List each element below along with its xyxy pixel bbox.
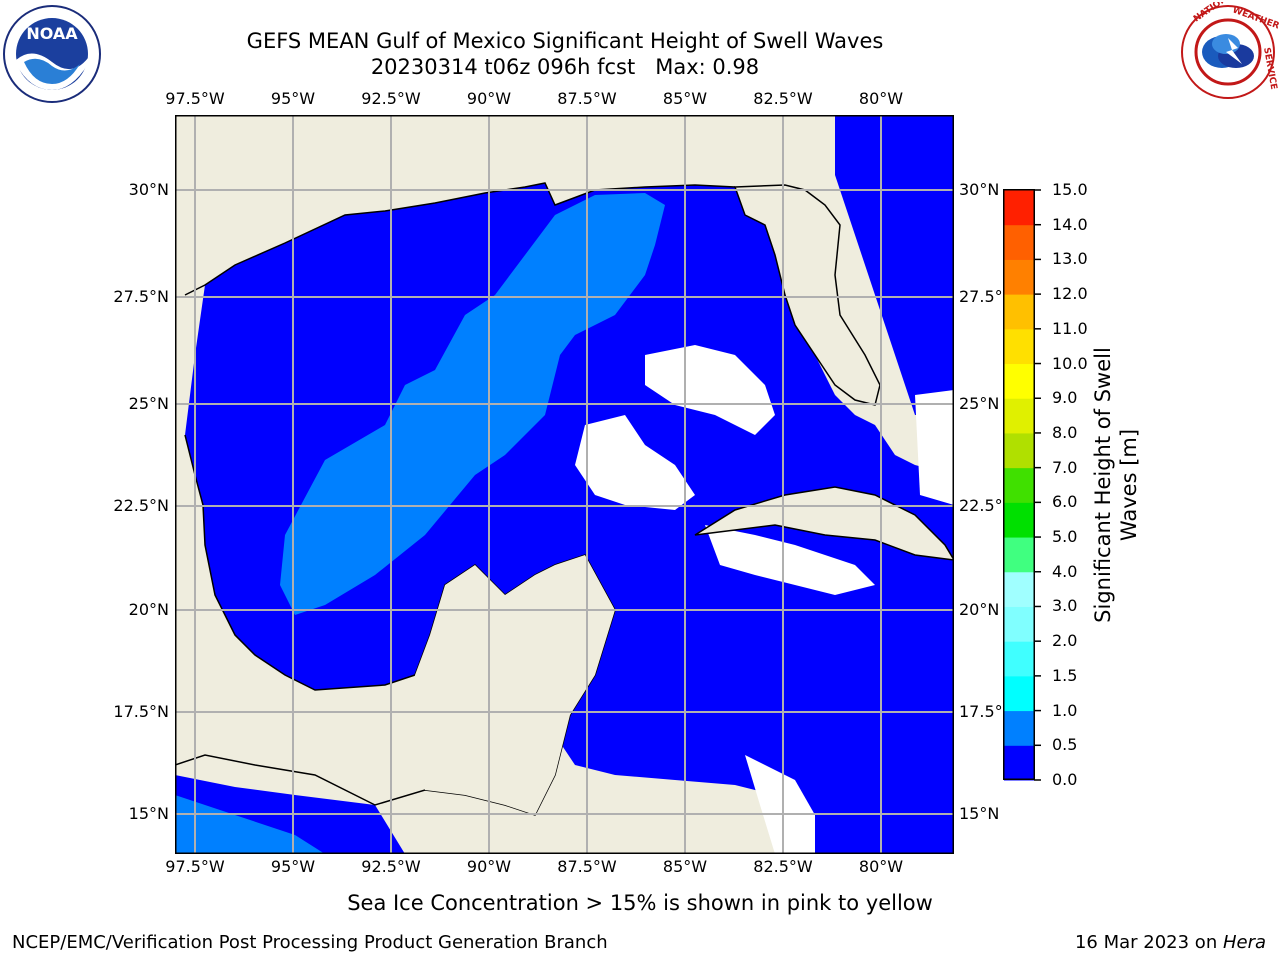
lat-label-left: 27.5°N <box>113 287 169 306</box>
lon-label-top: 85°W <box>662 89 708 108</box>
noaa-logo-text: NOAA <box>26 24 78 43</box>
lon-label-top: 82.5°W <box>753 89 813 108</box>
colorbar-tick-label: 9.0 <box>1052 388 1078 408</box>
colorbar-tick-label: 14.0 <box>1052 214 1088 234</box>
colorbar-tick-label: 5.0 <box>1052 527 1078 547</box>
colorbar-band <box>1004 467 1034 503</box>
white-patch-5 <box>915 390 954 505</box>
lat-label-left: 30°N <box>128 180 169 199</box>
colorbar-band <box>1004 745 1034 781</box>
white-patch-1 <box>575 415 695 510</box>
lon-label-top: 97.5°W <box>165 89 225 108</box>
colorbar-band <box>1004 259 1034 295</box>
lat-label-right: 22.5°N <box>959 496 1015 515</box>
colorbar-band <box>1004 363 1034 399</box>
lon-label-bottom: 80°W <box>858 857 904 876</box>
lon-label-bottom: 85°W <box>662 857 708 876</box>
colorbar-band <box>1004 294 1034 330</box>
colorbar-band <box>1004 398 1034 434</box>
colorbar-tick-label: 12.0 <box>1052 284 1088 304</box>
colorbar-tick-label: 13.0 <box>1052 249 1088 269</box>
footer-date: 16 Mar 2023 on Hera <box>1075 932 1266 953</box>
lat-label-left: 20°N <box>128 600 169 619</box>
colorbar-band <box>1004 606 1034 642</box>
colorbar-tick-label: 7.0 <box>1052 457 1078 477</box>
colorbar-tick-label: 0.5 <box>1052 735 1078 755</box>
lon-label-top: 95°W <box>270 89 316 108</box>
colorbar-tick-label: 3.0 <box>1052 596 1078 616</box>
colorbar-tick-label: 15.0 <box>1052 180 1088 199</box>
colorbar-band <box>1004 190 1034 226</box>
footer-credit: NCEP/EMC/Verification Post Processing Pr… <box>12 932 608 953</box>
colorbar-band <box>1004 675 1034 712</box>
ocean-pacific-mid <box>175 795 325 854</box>
nws-logo: NATIONAL WEATHER SERVICE <box>1181 2 1280 99</box>
lon-label-bottom: 82.5°W <box>753 857 813 876</box>
yucatan-land <box>405 555 615 815</box>
lat-label-left: 15°N <box>128 804 169 823</box>
colorbar-tick-label: 8.0 <box>1052 422 1078 442</box>
colorbar-band <box>1004 537 1034 573</box>
gulf-of-mexico-map <box>175 115 954 854</box>
colorbar-label: Significant Height of Swell Waves [m] <box>1091 347 1141 623</box>
lon-label-top: 92.5°W <box>361 89 421 108</box>
lat-label-left: 25°N <box>128 394 169 413</box>
lat-label-left: 22.5°N <box>113 496 169 515</box>
lat-label-right: 17.5°N <box>959 702 1015 721</box>
lat-label-right: 27.5°N <box>959 287 1015 306</box>
map-gridlines <box>175 115 954 854</box>
lon-label-top: 80°W <box>858 89 904 108</box>
map-frame <box>175 115 954 854</box>
white-patch-2 <box>645 345 775 435</box>
lon-label-top: 87.5°W <box>557 89 617 108</box>
footer-host: Hera <box>1222 932 1266 953</box>
lon-label-top: 90°W <box>466 89 512 108</box>
colorbar-band <box>1004 432 1034 469</box>
lat-label-right: 30°N <box>959 180 1000 199</box>
colorbar-tick-label: 6.0 <box>1052 492 1078 512</box>
footer-date-text: 16 Mar 2023 on <box>1074 932 1223 953</box>
colorbar-tick-label: 4.0 <box>1052 561 1078 581</box>
ocean-caribbean-low <box>555 535 954 854</box>
white-patch-4 <box>745 755 815 854</box>
chart-subtitle: 20230314 t06z 096h fcst Max: 0.98 <box>370 55 760 79</box>
lat-label-right: 20°N <box>959 600 1000 619</box>
colorbar-tick-label: 1.0 <box>1052 700 1078 720</box>
lat-label-right: 25°N <box>959 394 1000 413</box>
colorbar-band <box>1004 571 1034 607</box>
lon-label-bottom: 97.5°W <box>165 857 225 876</box>
colorbar-tick-label: 1.5 <box>1052 665 1078 685</box>
sea-ice-caption: Sea Ice Concentration > 15% is shown in … <box>347 891 933 915</box>
lon-label-bottom: 90°W <box>466 857 512 876</box>
white-patch-3 <box>705 525 875 595</box>
colorbar-frame <box>1003 189 1035 780</box>
lat-label-right: 15°N <box>959 804 1000 823</box>
colorbar-tick-label: 2.0 <box>1052 631 1078 651</box>
lon-label-bottom: 92.5°W <box>361 857 421 876</box>
colorbar <box>1003 189 1041 781</box>
colorbar-tick-label: 11.0 <box>1052 318 1088 338</box>
noaa-logo: NOAA <box>3 5 101 103</box>
colorbar-tick-label: 10.0 <box>1052 353 1088 373</box>
chart-title: GEFS MEAN Gulf of Mexico Significant Hei… <box>246 29 884 53</box>
colorbar-band <box>1004 328 1034 365</box>
colorbar-band <box>1004 641 1034 677</box>
colorbar-band <box>1004 224 1034 260</box>
colorbar-tick-label: 0.0 <box>1052 770 1078 789</box>
lat-label-left: 17.5°N <box>113 702 169 721</box>
lon-label-bottom: 95°W <box>270 857 316 876</box>
colorbar-band <box>1004 710 1034 746</box>
colorbar-band <box>1004 502 1034 538</box>
lon-label-bottom: 87.5°W <box>557 857 617 876</box>
